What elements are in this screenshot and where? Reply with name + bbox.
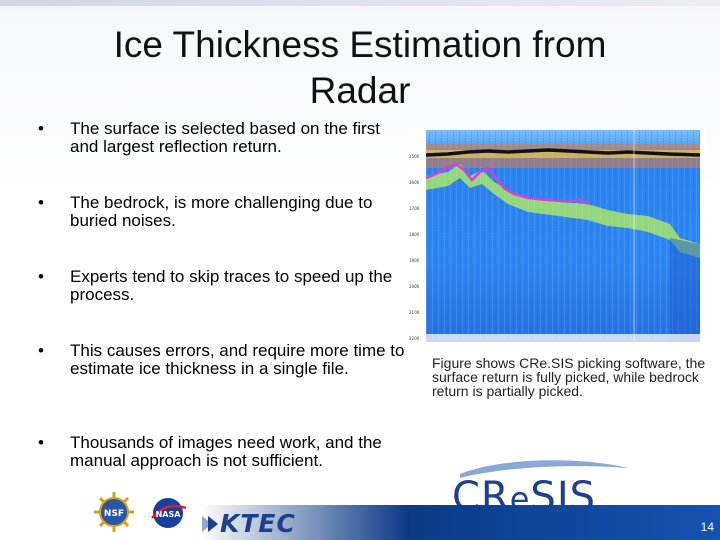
nasa-text: NASA [156,510,182,519]
bullet-item: • Experts tend to skip traces to speed u… [38,268,410,304]
nasa-logo: NASA [148,496,188,530]
axis-tick-label: 2100 [409,310,420,315]
nsf-text: NSF [104,509,124,519]
bullet-dot: • [38,193,44,212]
figure-caption: Figure shows CRe.SIS picking software, t… [432,355,706,399]
bullet-dot: • [38,341,44,360]
bullet-item: • The bedrock, is more challenging due t… [38,194,410,230]
ktec-text: KTEC [220,509,296,538]
bullet-text: Thousands of images need work, and the m… [70,433,382,470]
bullet-dot: • [38,119,44,138]
bullet-item: • Thousands of images need work, and the… [38,434,410,470]
page-number: 14 [700,520,714,534]
nsf-logo: NSF [92,490,136,534]
bullet-item: • The surface is selected based on the f… [38,120,410,156]
ktec-logo: KTEC [200,509,300,538]
axis-tick-label: 1600 [409,180,420,185]
bullet-item: • This causes errors, and require more t… [38,342,410,378]
bullet-text: Experts tend to skip traces to speed up … [70,267,393,304]
axis-tick-label: 2000 [409,284,420,289]
footer-band [200,505,720,540]
bullet-dot: • [38,267,44,286]
radar-echogram-image: 1500 1600 1700 1800 1900 2000 2100 2200 [409,130,701,342]
axis-tick-label: 1700 [409,206,420,211]
slide-title: Ice Thickness Estimation from Radar [113,24,607,111]
axis-tick-label: 1500 [409,154,420,159]
axis-tick-label: 1900 [409,258,420,263]
bullet-text: This causes errors, and require more tim… [70,341,405,378]
top-bar [0,0,720,6]
axis-tick-label: 1800 [409,232,420,237]
axis-tick-label: 2200 [409,336,420,341]
bullet-dot: • [38,433,44,452]
bullet-text: The bedrock, is more challenging due to … [70,193,373,230]
bullet-text: The surface is selected based on the fir… [70,119,380,156]
radar-echogram-figure: 1500 1600 1700 1800 1900 2000 2100 2200 [408,128,706,346]
